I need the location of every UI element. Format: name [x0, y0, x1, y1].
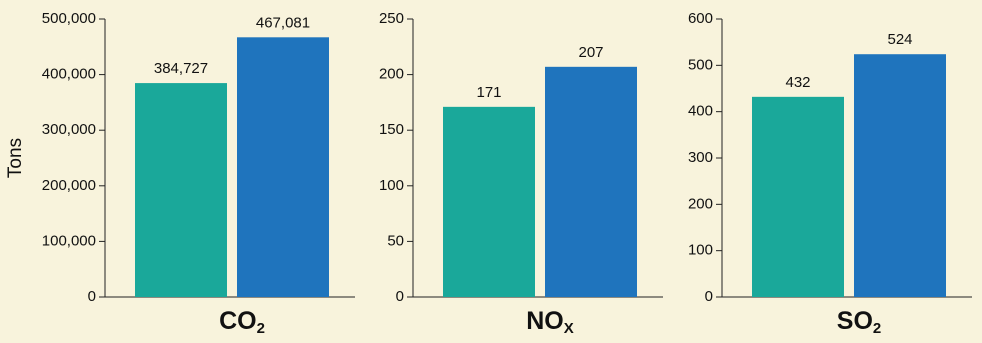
x-axis-label: CO2 — [219, 307, 265, 337]
bar — [135, 83, 227, 297]
bar — [545, 66, 637, 297]
y-tick-label: 400,000 — [42, 66, 96, 83]
value-label: 432 — [785, 74, 810, 91]
x-axis-label-sub: 2 — [873, 320, 881, 337]
bar — [237, 37, 329, 297]
y-tick-label: 250 — [379, 10, 404, 27]
y-tick-label: 50 — [387, 232, 404, 249]
y-tick-label: 600 — [688, 10, 713, 27]
y-tick-label: 100 — [379, 177, 404, 194]
x-axis-label-sub: 2 — [257, 320, 265, 337]
y-tick-label: 500,000 — [42, 10, 96, 27]
y-tick-label: 400 — [688, 103, 713, 120]
y-tick-label: 300 — [688, 149, 713, 166]
y-tick-label: 200 — [379, 66, 404, 83]
y-tick-label: 0 — [705, 288, 713, 305]
x-axis-label: NOX — [526, 307, 574, 337]
bar — [854, 54, 946, 297]
value-label: 467,081 — [256, 14, 310, 31]
y-tick-label: 100,000 — [42, 232, 96, 249]
y-tick-label: 0 — [396, 288, 404, 305]
value-label: 207 — [578, 44, 603, 61]
bar — [752, 96, 844, 297]
y-tick-label: 100 — [688, 242, 713, 259]
y-tick-label: 150 — [379, 121, 404, 138]
x-axis-label-main: NO — [526, 307, 564, 335]
y-tick-label: 200,000 — [42, 177, 96, 194]
y-axis-label: Tons — [5, 138, 26, 178]
x-axis-label-main: CO — [219, 307, 257, 335]
x-axis-label: SO2 — [837, 307, 881, 337]
y-tick-label: 300,000 — [42, 121, 96, 138]
value-label: 171 — [476, 84, 501, 101]
x-axis-label-sub: X — [564, 320, 574, 337]
y-tick-label: 200 — [688, 195, 713, 212]
value-label: 384,727 — [154, 60, 208, 77]
x-axis-label-main: SO — [837, 307, 873, 335]
y-tick-label: 500 — [688, 56, 713, 73]
y-tick-label: 0 — [88, 288, 96, 305]
value-label: 524 — [887, 31, 912, 48]
bar — [443, 106, 535, 298]
